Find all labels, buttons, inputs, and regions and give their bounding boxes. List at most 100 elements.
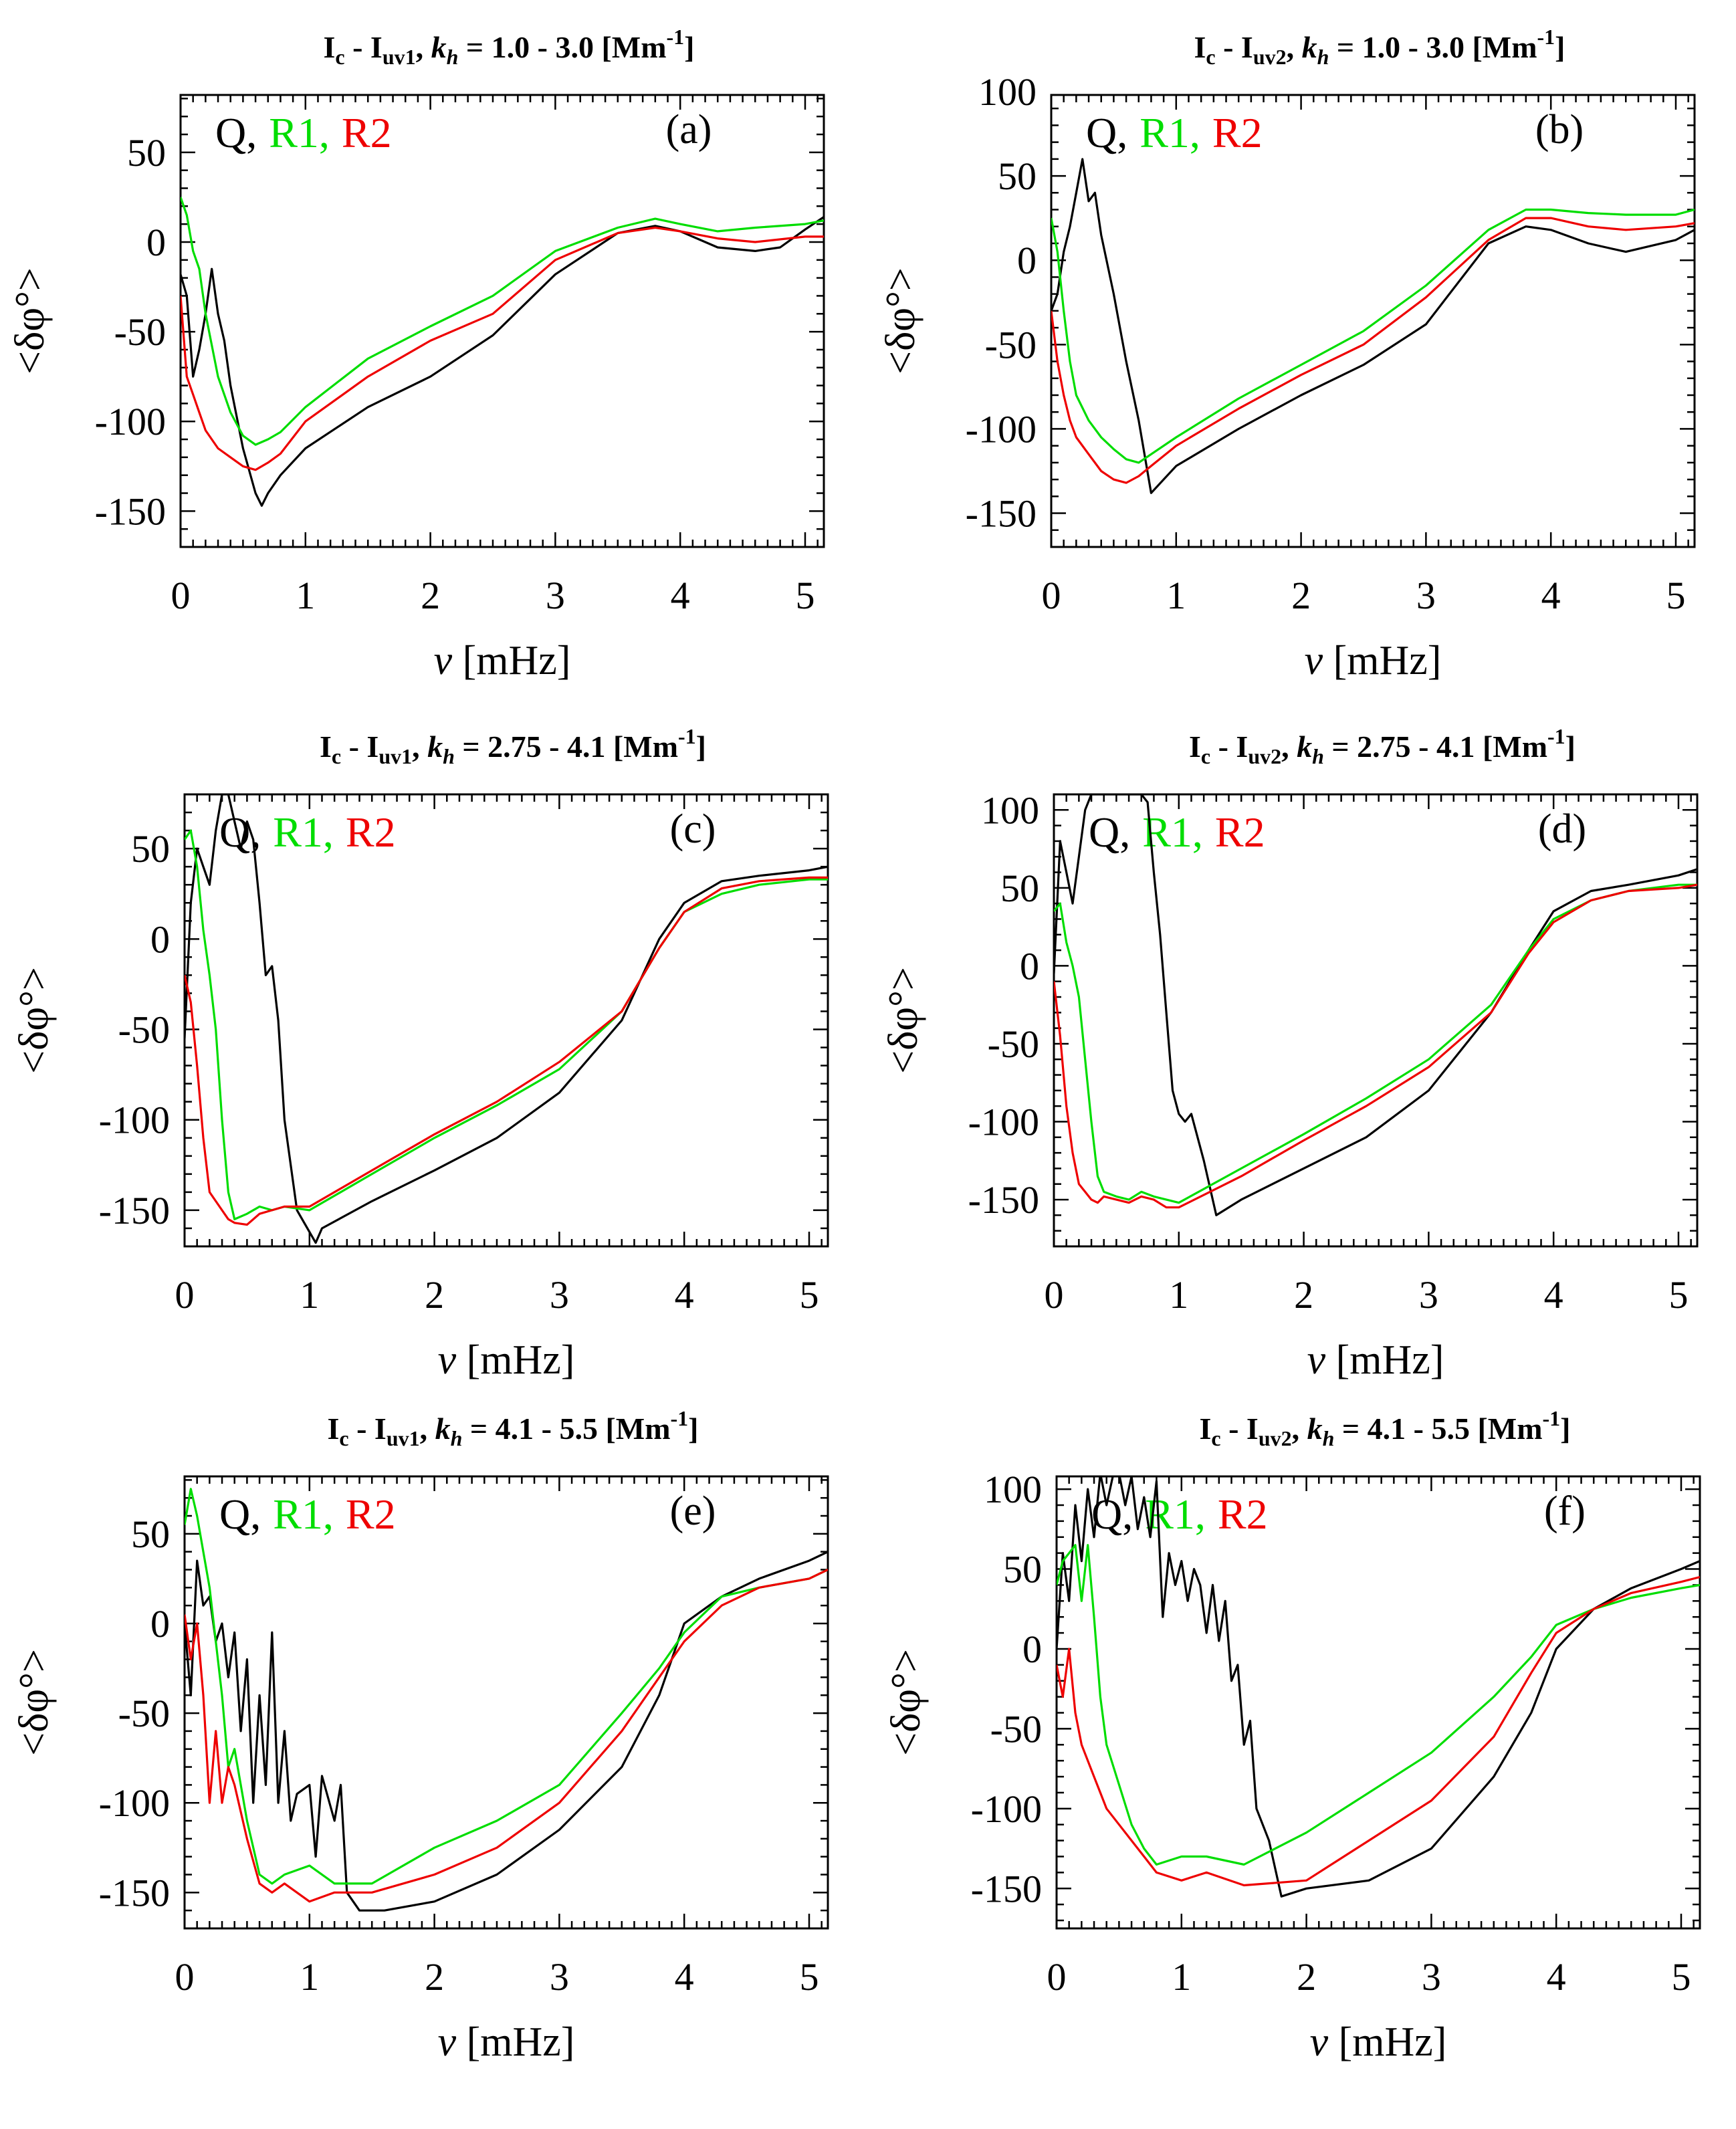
y-tick-label: -100 xyxy=(966,407,1037,451)
y-tick-label: 100 xyxy=(978,70,1037,114)
x-axis-label: ν [mHz] xyxy=(434,638,571,683)
panel-letter: (e) xyxy=(670,1488,716,1534)
series-line-r1 xyxy=(185,1488,828,1885)
panel-title: Ic - Iuv1, kh = 1.0 - 3.0 [Mm-1] xyxy=(323,25,694,69)
y-tick-label: -150 xyxy=(966,492,1037,536)
y-tick-label: -50 xyxy=(985,323,1037,366)
x-tick-label: 0 xyxy=(1042,574,1061,617)
x-tick-label: 5 xyxy=(799,1273,819,1317)
x-tick-label: 5 xyxy=(1671,1955,1691,1999)
y-tick-label: -50 xyxy=(988,1022,1039,1066)
x-tick-label: 3 xyxy=(1419,1273,1438,1317)
plot-frame xyxy=(183,793,829,1248)
x-axis-label: ν [mHz] xyxy=(1310,2019,1447,2065)
series-line-r1 xyxy=(1054,883,1697,1204)
panel-title: Ic - Iuv2, kh = 2.75 - 4.1 [Mm-1] xyxy=(1189,724,1576,768)
x-axis-label: ν [mHz] xyxy=(1307,1337,1444,1383)
x-tick-label: 0 xyxy=(171,574,191,617)
plot-frame xyxy=(1055,1475,1701,1930)
x-tick-label: 2 xyxy=(1294,1273,1313,1317)
y-tick-label: -50 xyxy=(118,1008,170,1052)
x-tick-label: 4 xyxy=(1547,1955,1566,1999)
x-tick-label: 0 xyxy=(1045,1273,1064,1317)
legend: Q, R1, R2 xyxy=(1089,808,1265,856)
x-axis-label: ν [mHz] xyxy=(438,1337,575,1383)
y-tick-label: 50 xyxy=(1003,1548,1042,1591)
panel-f: 0 1 2 3 4 5 100 50 0 -50 -100 -150 ν [mHz] <δφ°> Ic - … xyxy=(883,1406,1701,2065)
legend: Q, R1, R2 xyxy=(215,109,392,156)
y-tick-label: -100 xyxy=(95,400,166,443)
x-tick-label: 1 xyxy=(296,574,315,617)
x-tick-label: 1 xyxy=(1166,574,1186,617)
series-line-r2 xyxy=(1054,883,1697,1209)
y-axis-label: <δφ°> xyxy=(883,1649,929,1756)
y-tick-label: -100 xyxy=(971,1787,1042,1831)
y-tick-label: 0 xyxy=(1022,1628,1042,1671)
y-tick-label: -100 xyxy=(99,1099,170,1142)
y-tick-label: 50 xyxy=(131,1512,170,1556)
y-tick-label: -150 xyxy=(95,489,166,533)
panel-letter: (f) xyxy=(1544,1488,1586,1534)
y-axis-label: <δφ°> xyxy=(7,267,53,374)
x-tick-label: 4 xyxy=(1544,1273,1563,1317)
y-tick-label: -50 xyxy=(114,310,166,354)
series-line-r1 xyxy=(1051,208,1695,464)
plot-frame xyxy=(1050,94,1696,548)
x-tick-label: 1 xyxy=(300,1273,319,1317)
x-tick-label: 5 xyxy=(1668,1273,1688,1317)
x-tick-label: 4 xyxy=(671,574,690,617)
series-line-r2 xyxy=(185,1569,828,1903)
y-tick-label: -150 xyxy=(968,1178,1039,1222)
y-tick-label: -150 xyxy=(99,1189,170,1232)
x-tick-label: 1 xyxy=(1169,1273,1188,1317)
legend: Q, R1, R2 xyxy=(1091,1490,1268,1538)
x-tick-label: 3 xyxy=(1416,574,1436,617)
y-tick-label: 50 xyxy=(1000,867,1039,910)
series-line-r2 xyxy=(1057,1575,1700,1887)
y-tick-label: -150 xyxy=(99,1871,170,1914)
panel-letter: (d) xyxy=(1538,806,1586,852)
x-tick-label: 5 xyxy=(799,1955,819,1999)
x-tick-label: 0 xyxy=(175,1273,195,1317)
series-line-q xyxy=(185,1551,828,1912)
panel-letter: (c) xyxy=(670,806,716,852)
panel-title: Ic - Iuv1, kh = 4.1 - 5.5 [Mm-1] xyxy=(327,1406,698,1450)
y-tick-label: -100 xyxy=(968,1101,1039,1144)
panel-title: Ic - Iuv2, kh = 1.0 - 3.0 [Mm-1] xyxy=(1194,25,1565,69)
panel-e: 0 1 2 3 4 5 50 0 -50 -100 -150 ν [mHz] <δφ°> Ic - Iuv… xyxy=(11,1406,829,2065)
x-axis-label: ν [mHz] xyxy=(1305,638,1442,683)
y-tick-label: 0 xyxy=(146,221,166,264)
x-tick-label: 0 xyxy=(1047,1955,1067,1999)
x-tick-label: 2 xyxy=(425,1955,444,1999)
plot-frame xyxy=(1053,793,1699,1248)
series-line-q xyxy=(1054,794,1697,1217)
y-tick-label: 50 xyxy=(127,131,166,175)
y-tick-label: -50 xyxy=(118,1692,170,1735)
x-tick-label: 2 xyxy=(1291,574,1311,617)
y-tick-label: 50 xyxy=(131,827,170,871)
legend: Q, R1, R2 xyxy=(219,1490,396,1538)
x-tick-label: 5 xyxy=(795,574,815,617)
y-tick-label: 100 xyxy=(984,1468,1042,1511)
y-axis-label: <δφ°> xyxy=(878,267,924,374)
legend: Q, R1, R2 xyxy=(219,808,396,856)
series-line-r1 xyxy=(1057,1544,1700,1866)
x-tick-label: 4 xyxy=(675,1273,694,1317)
series-line-r2 xyxy=(1051,217,1695,484)
series-line-q xyxy=(1051,158,1695,494)
x-tick-label: 3 xyxy=(546,574,565,617)
series-line-r2 xyxy=(185,876,828,1226)
x-tick-label: 2 xyxy=(421,574,440,617)
panel-letter: (b) xyxy=(1535,107,1584,152)
y-axis-label: <δφ°> xyxy=(11,1649,57,1756)
x-tick-label: 3 xyxy=(1422,1955,1441,1999)
y-tick-label: -50 xyxy=(990,1707,1042,1751)
x-tick-label: 3 xyxy=(550,1955,569,1999)
x-tick-label: 3 xyxy=(550,1273,569,1317)
panel-c: 0 1 2 3 4 5 50 0 -50 -100 -150 ν [mHz] <δφ°> Ic - Iuv… xyxy=(11,724,829,1383)
y-tick-label: 0 xyxy=(150,917,170,961)
y-tick-label: -100 xyxy=(99,1781,170,1825)
x-tick-label: 2 xyxy=(1297,1955,1316,1999)
panel-title: Ic - Iuv1, kh = 2.75 - 4.1 [Mm-1] xyxy=(320,724,706,768)
x-tick-label: 5 xyxy=(1666,574,1685,617)
